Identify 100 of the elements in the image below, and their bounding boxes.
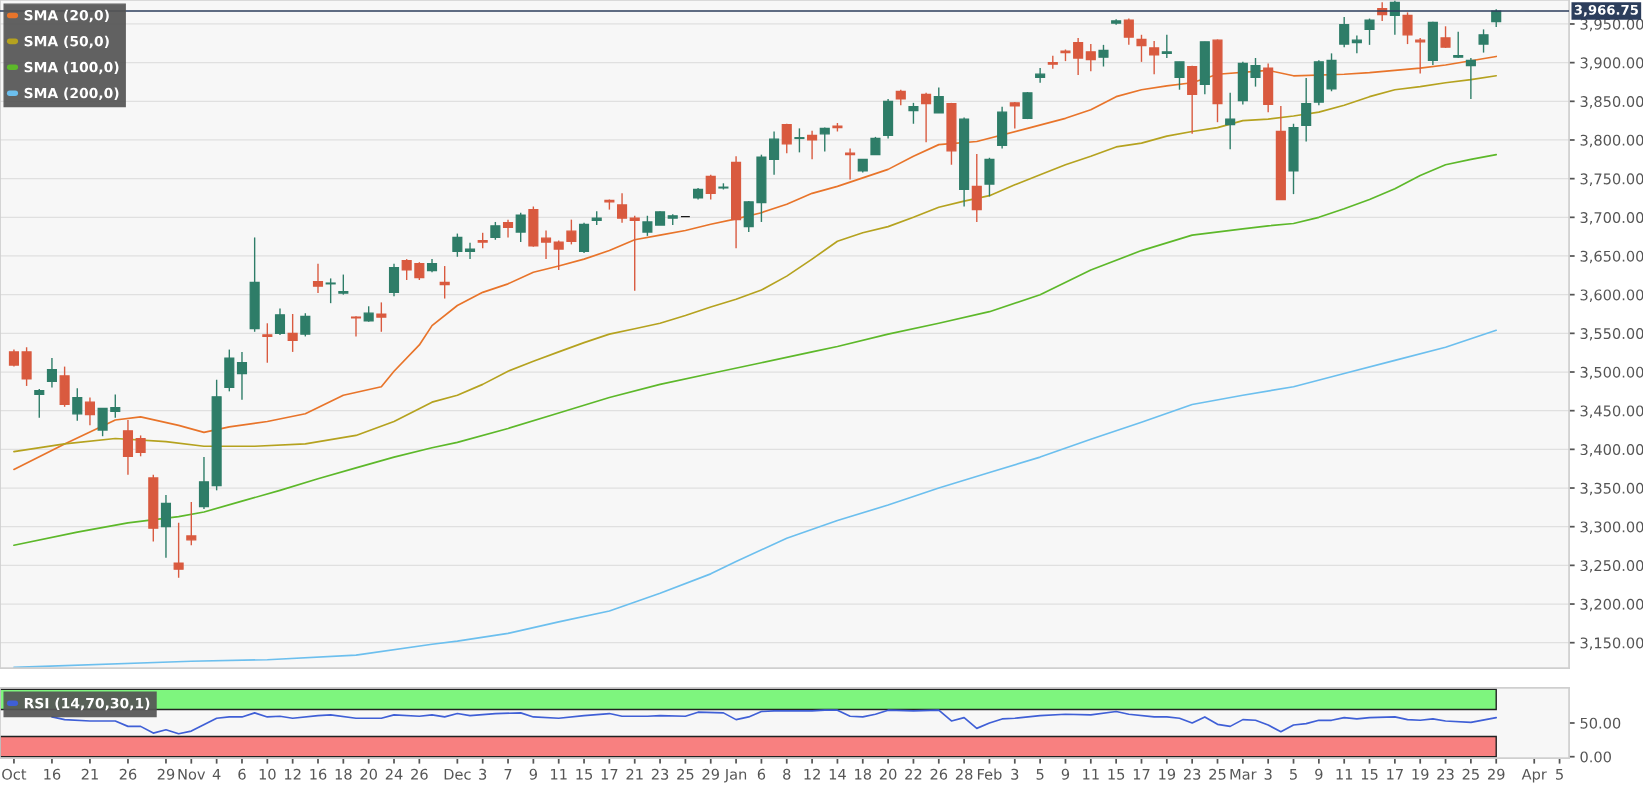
legend-label: SMA (50,0) <box>24 35 109 49</box>
x-tick-label: 26 <box>411 768 428 780</box>
y-tick-label: 3,650.00 <box>1580 250 1643 264</box>
candlestick <box>350 315 362 338</box>
candlestick <box>1161 34 1172 59</box>
candlestick <box>1136 34 1147 63</box>
candlestick <box>452 232 463 258</box>
x-tick-label: 9 <box>529 768 537 780</box>
x-tick-label: 19 <box>1412 768 1429 780</box>
candlestick <box>1364 17 1375 46</box>
candlestick <box>566 218 577 246</box>
x-tick-label: 20 <box>360 768 377 780</box>
y-tick-label: 3,300.00 <box>1580 521 1643 534</box>
candlestick <box>1250 57 1261 88</box>
legend-label: SMA (200,0) <box>24 87 119 101</box>
legend-label: SMA (100,0) <box>24 61 119 75</box>
candlestick <box>1440 25 1451 49</box>
x-tick-label: 26 <box>930 768 948 780</box>
x-tick-label: 18 <box>335 768 352 780</box>
x-tick-label: 24 <box>385 768 403 780</box>
y-tick-label: 3,450.00 <box>1580 405 1643 418</box>
x-tick-label: Apr <box>1521 768 1547 783</box>
candlestick <box>794 127 805 154</box>
candlestick <box>616 192 628 224</box>
candlestick <box>1402 11 1413 45</box>
x-tick-label: 9 <box>1061 768 1070 780</box>
candlestick <box>933 86 944 114</box>
x-tick-label: 3 <box>1011 768 1019 780</box>
candlestick <box>1035 67 1046 84</box>
candlestick <box>135 434 146 458</box>
candlestick <box>908 102 919 125</box>
y-tick-label: 3,550.00 <box>1580 328 1643 341</box>
x-tick-label: Dec <box>444 768 471 780</box>
x-tick-label: 15 <box>576 768 593 780</box>
x-tick-label: 20 <box>879 768 897 780</box>
candlestick <box>300 312 311 338</box>
x-tick-label: 17 <box>1387 768 1403 780</box>
candlestick <box>629 215 640 292</box>
x-tick-label: 18 <box>855 768 872 780</box>
y-tick-label: 3,350.00 <box>1580 482 1643 496</box>
y-tick-label: 3,200.00 <box>1580 598 1643 612</box>
x-tick-label: 9 <box>1315 768 1323 780</box>
x-tick-label: 21 <box>81 768 98 780</box>
y-tick-label: 3,850.00 <box>1580 96 1643 109</box>
candlestick <box>173 522 184 579</box>
candlestick <box>464 242 476 260</box>
candlestick <box>312 263 324 294</box>
candlestick <box>642 215 653 237</box>
candlestick <box>807 130 818 161</box>
x-tick-label: 14 <box>829 768 846 780</box>
y-tick-label: 3,400.00 <box>1580 444 1643 457</box>
x-tick-label: 15 <box>1108 768 1125 780</box>
x-tick-label: 29 <box>1488 768 1505 780</box>
x-tick-label: Mar <box>1230 768 1257 780</box>
x-tick-label: Jan <box>724 768 747 783</box>
y-tick-label: 3,800.00 <box>1580 134 1643 148</box>
x-tick-label: 11 <box>551 768 567 780</box>
candlestick <box>1149 40 1160 75</box>
y-tick-label: 3,150.00 <box>1580 637 1643 650</box>
x-tick-label: 21 <box>626 768 643 780</box>
x-tick-label: 29 <box>702 768 719 780</box>
candlestick <box>325 277 336 304</box>
x-tick-label: 17 <box>1133 768 1150 780</box>
candlestick <box>72 387 83 422</box>
x-tick-label: 6 <box>757 768 766 780</box>
x-tick-label: 25 <box>1209 768 1226 780</box>
x-tick-label: 7 <box>504 768 512 780</box>
candlestick <box>1225 92 1236 150</box>
x-tick-label: 8 <box>783 768 791 780</box>
candlestick <box>1009 101 1020 130</box>
x-tick-label: 15 <box>1361 768 1378 780</box>
x-tick-label: Nov <box>178 768 206 780</box>
candlestick <box>160 494 172 559</box>
x-tick-label: Oct <box>2 768 27 780</box>
x-tick-label: 28 <box>955 768 973 780</box>
y-tick-label: 3,500.00 <box>1580 366 1643 380</box>
x-tick-label: 23 <box>1437 768 1454 780</box>
candlestick <box>971 153 982 223</box>
x-tick-label: 16 <box>310 768 327 780</box>
x-tick-label: 25 <box>1462 768 1479 780</box>
x-tick-label: 11 <box>1336 768 1353 780</box>
candlestick <box>921 92 932 144</box>
x-tick-label: 22 <box>905 768 922 780</box>
x-tick-label: 5 <box>1290 768 1297 780</box>
candlestick <box>262 322 273 364</box>
y-tick-label: 3,750.00 <box>1580 173 1643 186</box>
candlestick <box>46 357 58 389</box>
candlestick <box>540 229 552 260</box>
x-tick-label: 3 <box>1264 768 1272 780</box>
x-tick-label: 5 <box>1556 768 1563 780</box>
x-tick-label: 12 <box>284 768 301 780</box>
y-tick-label: 3,700.00 <box>1580 212 1643 225</box>
candlestick <box>1123 17 1134 46</box>
y-tick-label: 3,250.00 <box>1580 560 1643 573</box>
y-tick-label: 3,900.00 <box>1580 57 1643 70</box>
candlestick <box>1085 43 1096 72</box>
x-tick-label: 17 <box>601 768 618 780</box>
candlestick <box>553 239 564 271</box>
candlestick <box>287 313 298 353</box>
legend-label: RSI (14,70,30,1) <box>24 697 150 711</box>
